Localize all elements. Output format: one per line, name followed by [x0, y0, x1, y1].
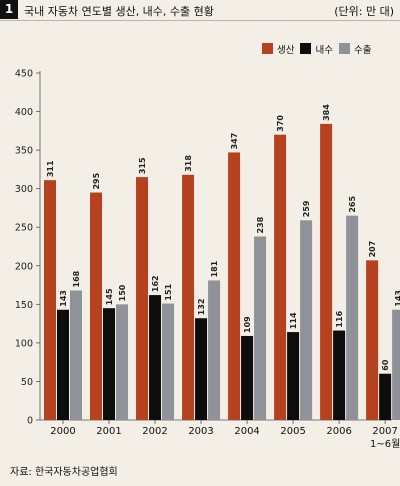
data-label: 295 [92, 172, 101, 189]
bar-내수-2007 [379, 373, 392, 420]
y-tick-label: 400 [15, 107, 33, 118]
bar-생산-2006 [320, 123, 333, 420]
x-tick-label: 2003 [188, 426, 213, 437]
legend-item: 수출 [338, 42, 372, 56]
y-tick-label: 0 [27, 416, 33, 427]
bar-생산-2001 [90, 192, 103, 420]
bar-내수-2003 [195, 318, 208, 420]
data-label: 116 [335, 310, 344, 327]
data-label: 151 [164, 283, 173, 300]
bar-수출-2005 [300, 220, 313, 420]
bar-수출-2007 [392, 309, 400, 420]
x-tick-label: 2007 [372, 426, 397, 437]
x-tick-label: 2000 [50, 426, 75, 437]
y-tick-label: 450 [15, 69, 33, 80]
bar-수출-2004 [254, 236, 267, 420]
y-tick-label: 200 [15, 261, 33, 272]
data-label: 181 [210, 260, 219, 277]
source-note: 자료: 한국자동차공업협회 [10, 467, 118, 478]
bar-내수-2002 [149, 295, 162, 420]
legend-item: 내수 [300, 42, 333, 56]
bar-내수-2001 [103, 308, 116, 420]
data-label: 318 [184, 155, 193, 172]
legend-swatch [300, 43, 312, 54]
legend-item: 생산 [262, 42, 294, 56]
legend-label: 내수 [315, 44, 333, 56]
bar-내수-2004 [241, 335, 254, 420]
data-label: 370 [276, 115, 285, 132]
data-label: 109 [243, 316, 252, 333]
data-label: 143 [59, 290, 68, 307]
legend-swatch [262, 43, 273, 54]
bar-내수-2005 [287, 332, 300, 420]
data-label: 168 [72, 270, 81, 287]
chart-header: 1 국내 자동차 연도별 생산, 내수, 수출 현황 (단위: 만 대) [0, 0, 400, 21]
bar-내수-2006 [333, 330, 346, 420]
data-label: 132 [197, 299, 206, 316]
bar-수출-2006 [346, 215, 359, 420]
bar-생산-2007 [366, 260, 379, 420]
x-tick-label: 2006 [326, 426, 351, 437]
data-label: 315 [138, 157, 147, 174]
y-tick-label: 100 [15, 338, 33, 349]
data-label: 384 [322, 104, 331, 121]
legend-label: 생산 [277, 44, 295, 56]
x-tick-label: 2002 [142, 426, 167, 437]
y-tick-label: 50 [21, 377, 33, 388]
bar-수출-2003 [208, 280, 221, 420]
data-label: 114 [289, 312, 298, 329]
legend-label: 수출 [353, 44, 372, 56]
x-tick-label: 2004 [234, 426, 259, 437]
legend-swatch [338, 43, 350, 54]
x-tick-label: 2005 [280, 426, 305, 437]
data-label: 145 [105, 288, 114, 305]
unit-label: (단위: 만 대) [334, 5, 394, 18]
data-label: 150 [118, 284, 127, 301]
bar-내수-2000 [57, 309, 69, 420]
chart-legend: 생산 내수 수출 [262, 36, 377, 56]
bar-생산-2002 [136, 177, 149, 420]
bar-수출-2000 [70, 290, 82, 420]
bar-수출-2001 [116, 304, 129, 420]
bar-생산-2005 [274, 134, 287, 420]
y-tick-label: 350 [15, 146, 33, 157]
data-label: 143 [394, 290, 400, 307]
y-tick-label: 150 [15, 300, 33, 311]
data-label: 311 [46, 160, 55, 177]
x-tick-sublabel: 1~6월 [370, 438, 400, 450]
bar-생산-2000 [44, 180, 56, 420]
data-label: 162 [151, 275, 160, 292]
data-label: 259 [302, 200, 311, 217]
data-label: 60 [381, 359, 390, 371]
data-label: 265 [348, 196, 357, 213]
y-tick-label: 300 [15, 184, 33, 195]
data-label: 238 [256, 216, 265, 233]
bar-생산-2004 [228, 152, 241, 420]
bar-생산-2003 [182, 174, 195, 420]
x-tick-label: 2001 [96, 426, 121, 437]
data-label: 207 [368, 241, 377, 258]
data-label: 347 [230, 133, 239, 150]
figure-number-badge: 1 [0, 0, 18, 19]
bar-chart: 0 50 100 150 200 250 300 350 400 450 311 143 168 2000… [15, 69, 400, 450]
bar-수출-2002 [162, 303, 175, 420]
y-tick-label: 250 [15, 223, 33, 234]
chart-title: 국내 자동차 연도별 생산, 내수, 수출 현황 [24, 5, 214, 18]
